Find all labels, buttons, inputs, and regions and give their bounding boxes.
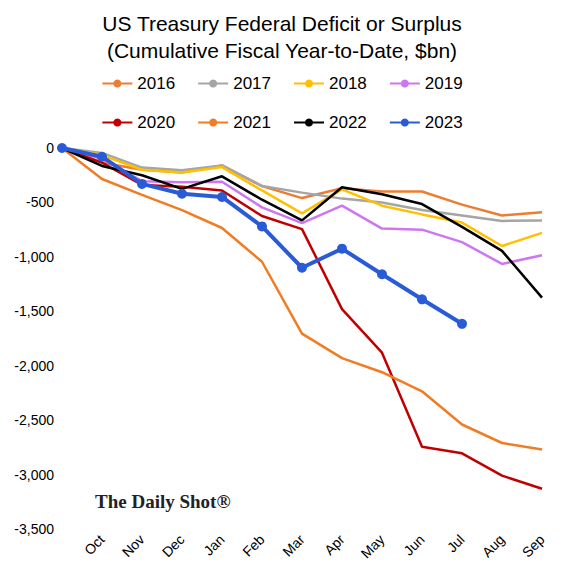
svg-text:Oct: Oct: [81, 531, 108, 558]
svg-text:Nov: Nov: [119, 531, 148, 560]
svg-text:Sep: Sep: [519, 531, 548, 560]
svg-text:2019: 2019: [425, 74, 463, 93]
svg-text:Jul: Jul: [444, 531, 468, 555]
svg-text:May: May: [358, 531, 388, 561]
svg-text:Feb: Feb: [239, 531, 268, 560]
svg-text:Aug: Aug: [479, 531, 508, 560]
svg-text:2016: 2016: [137, 74, 175, 93]
svg-text:Jun: Jun: [400, 531, 427, 558]
svg-text:0: 0: [46, 140, 54, 156]
svg-text:US Treasury Federal Deficit or: US Treasury Federal Deficit or Surplus: [102, 12, 461, 35]
svg-text:2023: 2023: [425, 113, 463, 132]
svg-text:-1,000: -1,000: [14, 249, 54, 265]
svg-text:(Cumulative Fiscal Year-to-Dat: (Cumulative Fiscal Year-to-Date, $bn): [107, 39, 457, 62]
svg-text:2021: 2021: [233, 113, 271, 132]
svg-text:2017: 2017: [233, 74, 271, 93]
svg-text:-500: -500: [26, 194, 54, 210]
svg-text:-2,000: -2,000: [14, 358, 54, 374]
svg-text:-2,500: -2,500: [14, 412, 54, 428]
svg-text:-1,500: -1,500: [14, 303, 54, 319]
svg-text:-3,500: -3,500: [14, 521, 54, 537]
svg-text:Jan: Jan: [200, 531, 227, 558]
svg-text:2020: 2020: [137, 113, 175, 132]
svg-text:2022: 2022: [329, 113, 367, 132]
svg-text:The Daily Shot®: The Daily Shot®: [95, 491, 231, 512]
svg-text:2018: 2018: [329, 74, 367, 93]
svg-text:Apr: Apr: [321, 531, 348, 558]
svg-text:Mar: Mar: [279, 531, 308, 560]
svg-text:-3,000: -3,000: [14, 467, 54, 483]
svg-text:Dec: Dec: [159, 531, 188, 560]
